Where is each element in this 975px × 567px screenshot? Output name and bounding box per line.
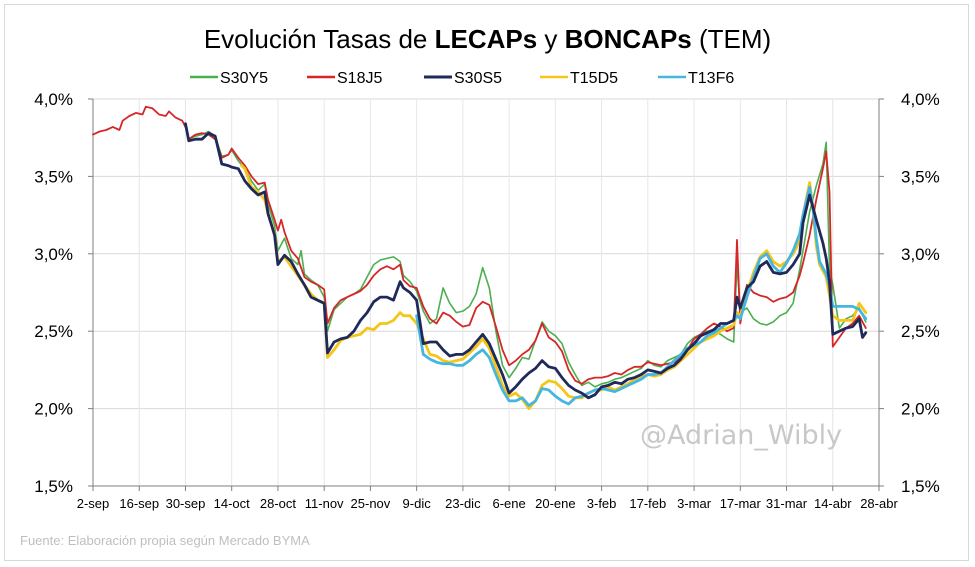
x-tick-label: 14-oct xyxy=(214,496,251,511)
x-tick-label: 9-dic xyxy=(403,496,432,511)
y-tick-label-right: 2,0% xyxy=(901,400,940,419)
x-tick-label: 30-sep xyxy=(166,496,206,511)
x-tick-label: 16-sep xyxy=(119,496,159,511)
watermark: @Adrian_Wibly xyxy=(640,420,843,451)
x-tick-label: 25-nov xyxy=(351,496,391,511)
title-bold-lecaps: LECAPs xyxy=(434,24,538,54)
x-tick-label: 11-nov xyxy=(305,496,344,511)
x-tick-label: 17-mar xyxy=(720,496,762,511)
legend-label-s18j5: S18J5 xyxy=(337,70,382,87)
x-tick-label: 28-oct xyxy=(260,496,297,511)
chart-title: Evolución Tasas de LECAPs y BONCAPs (TEM… xyxy=(0,24,975,55)
y-tick-label-right: 1,5% xyxy=(901,477,940,496)
legend-label-t13f6: T13F6 xyxy=(688,70,734,87)
title-suffix: (TEM) xyxy=(691,24,772,54)
x-tick-label: 14-abr xyxy=(814,496,852,511)
series-line-t15d5 xyxy=(240,164,868,410)
y-tick-label-left: 3,5% xyxy=(34,167,73,186)
x-tick-label: 3-mar xyxy=(677,496,712,511)
y-tick-label-left: 4,0% xyxy=(34,90,73,109)
y-tick-label-right: 4,0% xyxy=(901,90,940,109)
y-tick-label-right: 3,0% xyxy=(901,245,940,264)
x-tick-label: 3-feb xyxy=(587,496,617,511)
x-tick-label: 28-abr xyxy=(860,496,898,511)
y-tick-label-left: 1,5% xyxy=(34,477,73,496)
title-prefix: Evolución Tasas de xyxy=(203,24,435,54)
y-tick-label-left: 3,0% xyxy=(34,245,73,264)
series-line-s30y5 xyxy=(184,123,867,388)
legend-label-s30s5: S30S5 xyxy=(454,70,502,87)
legend-label-s30y5: S30Y5 xyxy=(220,70,268,87)
x-tick-label: 17-feb xyxy=(629,496,666,511)
chart-frame xyxy=(4,4,969,561)
y-tick-label-right: 3,5% xyxy=(901,167,940,186)
title-bold-boncaps: BONCAPs xyxy=(564,24,692,54)
series-line-t13f6 xyxy=(415,185,868,407)
x-tick-label: 31-mar xyxy=(766,496,808,511)
source-note: Fuente: Elaboración propia según Mercado… xyxy=(20,533,310,548)
title-middle: y xyxy=(537,24,565,54)
x-tick-label: 6-ene xyxy=(492,496,525,511)
y-tick-label-right: 2,5% xyxy=(901,322,940,341)
x-tick-label: 23-dic xyxy=(445,496,481,511)
x-tick-label: 2-sep xyxy=(77,496,110,511)
legend-label-t15d5: T15D5 xyxy=(570,70,618,87)
y-tick-label-left: 2,5% xyxy=(34,322,73,341)
x-tick-label: 20-ene xyxy=(535,496,575,511)
y-tick-label-left: 2,0% xyxy=(34,400,73,419)
series-line-s30s5 xyxy=(184,122,868,400)
